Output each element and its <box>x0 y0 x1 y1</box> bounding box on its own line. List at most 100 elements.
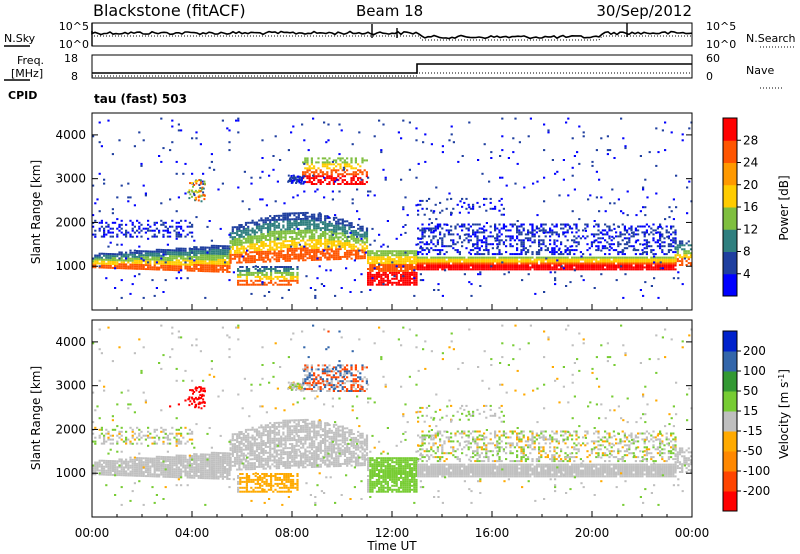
power-cell <box>511 225 514 228</box>
power-cell <box>408 262 411 265</box>
power-cell <box>187 191 190 194</box>
power-cell <box>265 283 268 286</box>
power-cell <box>233 240 237 242</box>
power-cell <box>341 224 344 227</box>
power-cell <box>264 252 267 255</box>
power-cell <box>107 229 110 232</box>
power-cell <box>184 259 187 262</box>
power-cell <box>408 168 411 171</box>
power-cell <box>271 234 274 237</box>
power-cell <box>256 283 259 286</box>
power-cell <box>339 228 342 231</box>
power-cell <box>297 216 300 219</box>
power-cell <box>266 234 270 237</box>
power-cell <box>92 214 95 217</box>
power-cell <box>494 225 497 228</box>
power-cell <box>310 251 314 254</box>
power-cell <box>302 221 305 224</box>
power-cell <box>593 264 596 267</box>
power-cell <box>456 241 459 244</box>
power-cell <box>524 253 527 256</box>
power-cell <box>264 227 267 230</box>
power-cell <box>661 256 664 259</box>
power-cell <box>160 223 163 226</box>
power-cell <box>306 211 309 214</box>
power-cell <box>261 269 264 272</box>
power-cell <box>200 181 203 184</box>
power-cell <box>262 243 265 245</box>
power-cell <box>524 247 527 250</box>
power-cell <box>226 127 229 130</box>
power-cell <box>275 218 278 221</box>
power-cell <box>131 283 134 286</box>
power-cell <box>674 242 677 245</box>
power-cell <box>411 273 414 276</box>
power-cell <box>406 273 409 276</box>
power-cell <box>612 249 615 252</box>
power-cell <box>348 240 351 242</box>
power-cell <box>568 260 571 263</box>
power-cell <box>319 213 322 216</box>
power-cell <box>369 243 372 246</box>
power-cell <box>224 268 227 271</box>
power-cell <box>516 256 519 259</box>
power-cell <box>443 256 446 259</box>
power-cell <box>474 253 477 256</box>
power-cell <box>269 244 272 247</box>
power-cell <box>98 252 101 255</box>
power-cell <box>369 271 372 274</box>
power-cell <box>413 271 416 274</box>
power-cell <box>231 257 234 260</box>
power-cell <box>242 225 245 228</box>
power-cell <box>313 247 316 250</box>
power-cell <box>317 248 320 251</box>
power-cell <box>125 235 128 238</box>
power-cell <box>204 264 207 267</box>
power-cell <box>566 268 569 271</box>
power-cell <box>122 233 125 236</box>
power-cell <box>326 175 329 178</box>
power-cell <box>247 233 250 236</box>
power-cell <box>147 260 150 263</box>
power-cell <box>575 227 578 230</box>
power-cell <box>419 241 422 244</box>
power-cell <box>282 218 285 221</box>
velocity-cell <box>109 473 112 476</box>
power-cell <box>188 225 191 228</box>
power-cell <box>378 263 381 266</box>
power-cell <box>681 260 684 263</box>
power-cell <box>116 196 119 199</box>
power-cell <box>584 268 587 271</box>
power-cell <box>617 198 620 201</box>
power-cell <box>306 239 309 242</box>
power-cell <box>659 268 662 271</box>
power-cell <box>408 121 411 124</box>
power-cell <box>193 194 196 197</box>
power-cell <box>169 235 172 238</box>
power-cell <box>465 264 468 267</box>
power-cell <box>522 227 525 230</box>
power-cell <box>483 260 486 263</box>
power-cell <box>531 225 534 228</box>
power-cell <box>238 224 241 227</box>
power-cell <box>498 253 501 256</box>
power-cell <box>291 232 294 235</box>
power-cell <box>361 239 364 242</box>
power-cell <box>516 253 519 256</box>
power-cell <box>655 127 658 130</box>
power-cell <box>153 250 156 253</box>
power-cell <box>573 241 576 244</box>
velocity-cell <box>122 472 125 475</box>
power-cell <box>597 268 600 271</box>
power-cell <box>610 262 613 265</box>
power-cell <box>494 260 497 263</box>
power-cell <box>140 256 143 259</box>
power-cell <box>393 262 396 265</box>
power-cell <box>516 264 519 267</box>
power-cell <box>162 251 165 253</box>
power-cell <box>656 231 659 234</box>
power-cell <box>255 235 259 238</box>
power-cell <box>111 235 114 238</box>
power-cell <box>273 258 276 261</box>
power-cell <box>632 231 635 234</box>
